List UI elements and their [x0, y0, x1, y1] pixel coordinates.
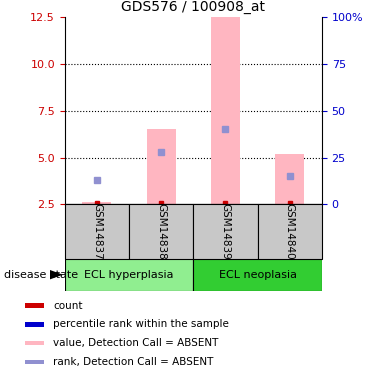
- Bar: [26, 322, 44, 327]
- Bar: [258, 204, 322, 259]
- Text: value, Detection Call = ABSENT: value, Detection Call = ABSENT: [53, 338, 218, 348]
- Bar: [65, 259, 194, 291]
- Text: GSM14837: GSM14837: [92, 203, 102, 260]
- Text: ECL neoplasia: ECL neoplasia: [219, 270, 297, 280]
- Text: count: count: [53, 301, 83, 310]
- Bar: [147, 129, 176, 204]
- Text: GSM14838: GSM14838: [156, 203, 166, 260]
- Title: GDS576 / 100908_at: GDS576 / 100908_at: [121, 0, 265, 15]
- Text: GSM14839: GSM14839: [221, 203, 231, 260]
- Bar: [26, 303, 44, 308]
- Bar: [211, 17, 240, 204]
- Bar: [194, 259, 322, 291]
- Text: disease state: disease state: [4, 270, 78, 280]
- Bar: [26, 341, 44, 345]
- Bar: [65, 204, 129, 259]
- Bar: [83, 202, 111, 204]
- Text: percentile rank within the sample: percentile rank within the sample: [53, 320, 229, 329]
- Text: ECL hyperplasia: ECL hyperplasia: [84, 270, 174, 280]
- Bar: [194, 204, 258, 259]
- Text: GSM14840: GSM14840: [285, 203, 295, 260]
- Text: rank, Detection Call = ABSENT: rank, Detection Call = ABSENT: [53, 357, 213, 367]
- Bar: [275, 154, 304, 204]
- Bar: [129, 204, 194, 259]
- Bar: [26, 360, 44, 364]
- Polygon shape: [50, 270, 63, 279]
